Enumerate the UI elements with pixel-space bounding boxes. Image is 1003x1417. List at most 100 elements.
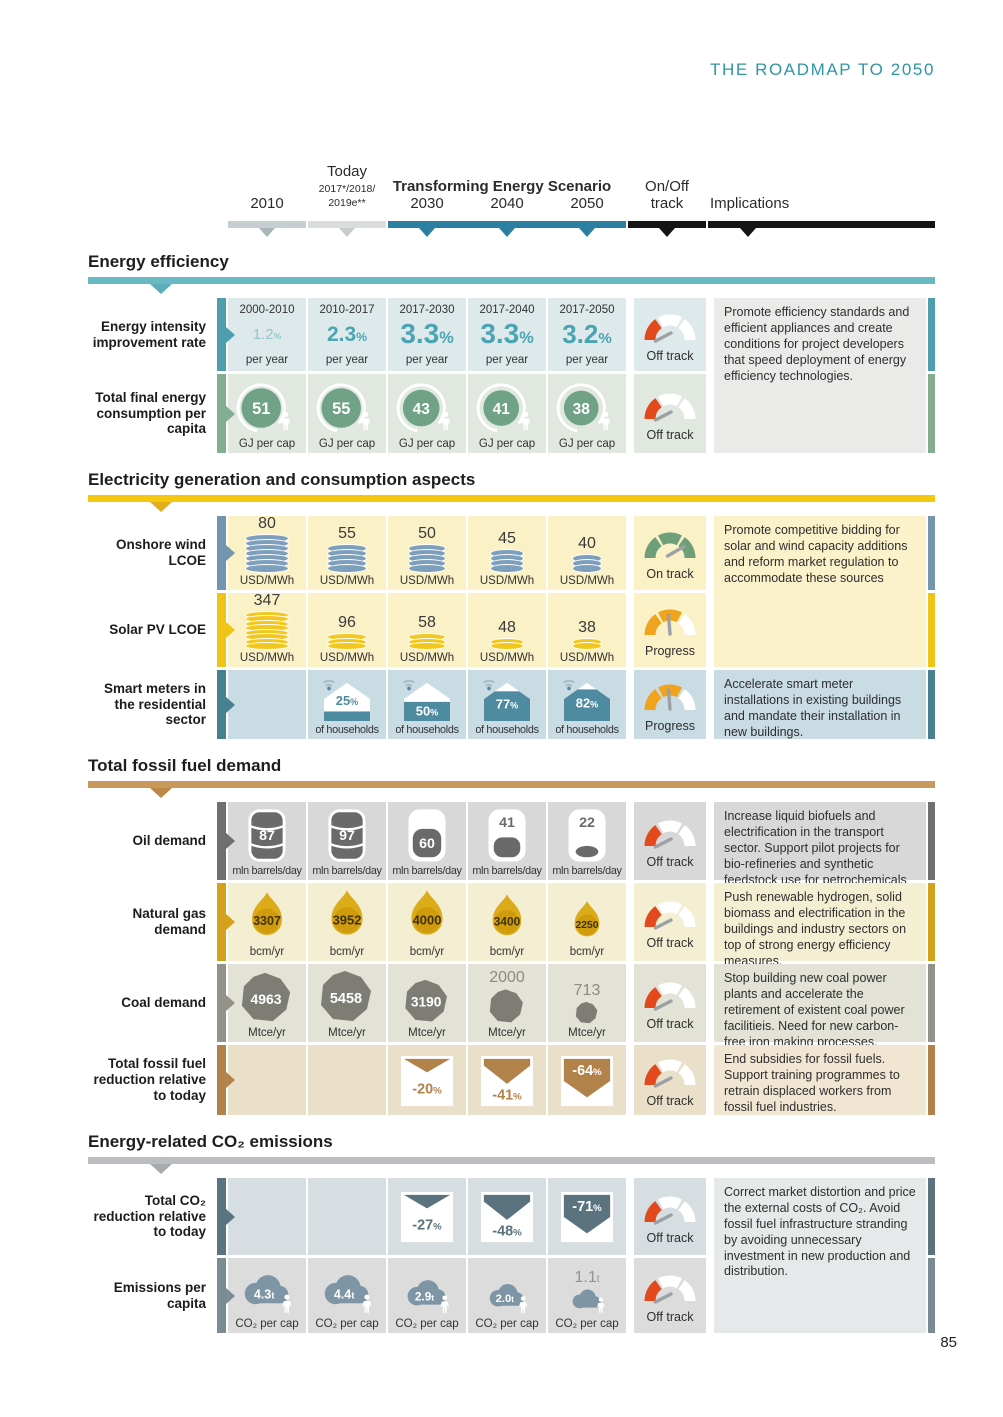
gauge-co2-reduction: Off track bbox=[634, 1178, 706, 1255]
flame-icon: 3400 bbox=[492, 894, 522, 936]
implication-accent bbox=[928, 670, 935, 739]
implication-accent bbox=[928, 298, 935, 371]
energy-per-capita-icon: 41 bbox=[476, 383, 531, 433]
svg-text:5458: 5458 bbox=[330, 991, 362, 1007]
col-2030-label: 2030 bbox=[410, 195, 444, 212]
svg-text:51: 51 bbox=[252, 400, 270, 418]
smart-home-icon: 25% bbox=[323, 679, 370, 722]
section-bar-electricity bbox=[88, 495, 935, 512]
svg-text:87: 87 bbox=[259, 828, 275, 844]
gauge-off-track-icon bbox=[644, 982, 696, 1011]
col-implications-label: Implications bbox=[710, 195, 790, 212]
energy-per-capita-icon: 55 bbox=[316, 383, 371, 433]
row-label-co2-reduction: Total CO₂ reduction relative to today bbox=[93, 1192, 206, 1240]
implication-accent bbox=[928, 374, 935, 453]
table-cell: 43 GJ per cap bbox=[388, 374, 466, 453]
gauge-energy-intensity: Off track bbox=[634, 298, 706, 371]
table-cell: 1.1t CO₂ per cap bbox=[548, 1258, 626, 1333]
section-title-co2-emissions: Energy-related CO₂ emissions bbox=[88, 1132, 333, 1151]
timeline-bar-onoff bbox=[628, 221, 706, 237]
reduction-arrow-icon: -64% bbox=[560, 1055, 614, 1106]
col-today-label: Today bbox=[326, 163, 368, 180]
reduction-arrow-icon: -27% bbox=[400, 1191, 454, 1243]
flame-icon: 3952 bbox=[331, 890, 363, 935]
row-label-gas-demand: Natural gas demand bbox=[132, 906, 206, 937]
table-cell: 3400 bcm/yr bbox=[468, 883, 546, 961]
implication-accent bbox=[928, 516, 935, 590]
table-cell: -20% bbox=[388, 1045, 466, 1115]
implication-accent bbox=[928, 802, 935, 880]
row-label-smart-meters: Smart meters in the residential sector bbox=[103, 680, 206, 728]
table-cell: -71% bbox=[548, 1178, 626, 1255]
table-cell: 713 Mtce/yr bbox=[548, 964, 626, 1042]
table-cell: -48% bbox=[468, 1178, 546, 1255]
row-accent-oil-demand bbox=[217, 802, 226, 880]
svg-text:4963: 4963 bbox=[250, 991, 281, 1007]
gauge-off-track-icon bbox=[644, 313, 696, 343]
table-cell: 60 mln barrels/day bbox=[388, 802, 466, 880]
page-number: 85 bbox=[940, 1334, 957, 1351]
svg-text:3307: 3307 bbox=[253, 914, 281, 928]
table-cell: 40 USD/MWh bbox=[548, 516, 626, 590]
table-cell: 48 USD/MWh bbox=[468, 593, 546, 667]
table-cell: 51 GJ per cap bbox=[228, 374, 306, 453]
coal-lump-icon: 4963 bbox=[241, 972, 291, 1022]
oil-barrel-icon: 60 bbox=[408, 809, 446, 862]
coin-stack-icon bbox=[572, 554, 602, 573]
implication-accent bbox=[928, 1178, 935, 1255]
svg-text:-27%: -27% bbox=[412, 1218, 442, 1234]
svg-text:41: 41 bbox=[499, 815, 515, 831]
section-title-fossil-fuel: Total fossil fuel demand bbox=[88, 756, 282, 775]
gauge-on-track-icon bbox=[644, 532, 696, 559]
implication-energy-efficiency: Promote efficiency standards and efficie… bbox=[714, 298, 926, 453]
col-today-years-1: 2017*/2018/ bbox=[318, 183, 376, 195]
table-cell: 2000 Mtce/yr bbox=[468, 964, 546, 1042]
co2-cloud-icon: 2.0t bbox=[489, 1284, 528, 1314]
reduction-arrow-icon: -41% bbox=[480, 1055, 534, 1106]
timeline-bar-2010 bbox=[228, 221, 306, 237]
row-accent-onshore-wind bbox=[217, 516, 226, 590]
table-cell: 2.0t CO₂ per cap bbox=[468, 1258, 546, 1333]
gauge-onshore-wind: On track bbox=[634, 516, 706, 590]
svg-text:97: 97 bbox=[339, 828, 355, 844]
oil-barrel-icon: 87 bbox=[248, 809, 286, 862]
table-cell: 77% of households bbox=[468, 670, 546, 739]
gauge-off-track-icon bbox=[644, 1195, 696, 1225]
table-cell-empty bbox=[308, 1045, 386, 1115]
svg-text:-64%: -64% bbox=[572, 1063, 602, 1079]
flame-icon: 4000 bbox=[411, 890, 443, 935]
table-cell: 87 mln barrels/day bbox=[228, 802, 306, 880]
co2-cloud-icon bbox=[572, 1289, 605, 1313]
reduction-arrow-icon: -20% bbox=[400, 1055, 454, 1106]
svg-text:60: 60 bbox=[419, 836, 435, 852]
gauge-solar-pv: Progress bbox=[634, 593, 706, 667]
timeline-bar-today bbox=[308, 221, 386, 237]
co2-cloud-icon: 4.4t bbox=[324, 1275, 372, 1313]
table-cell: 4000 bcm/yr bbox=[388, 883, 466, 961]
table-cell: 38 GJ per cap bbox=[548, 374, 626, 453]
table-cell: 2000-2010 1.2% per year bbox=[228, 298, 306, 371]
table-cell: 3952 bcm/yr bbox=[308, 883, 386, 961]
table-cell: 41 mln barrels/day bbox=[468, 802, 546, 880]
coin-stack-icon bbox=[327, 544, 367, 573]
svg-text:41: 41 bbox=[493, 401, 511, 418]
svg-text:55: 55 bbox=[332, 400, 350, 418]
section-grid-energy-efficiency: Energy intensity improvement rate 2000-2… bbox=[88, 298, 935, 453]
coin-stack-icon bbox=[327, 633, 367, 650]
row-label-energy-intensity: Energy intensity improvement rate bbox=[92, 318, 206, 350]
row-accent-final-energy bbox=[217, 374, 226, 453]
svg-text:82%: 82% bbox=[576, 696, 598, 711]
row-accent-coal-demand bbox=[217, 964, 226, 1042]
energy-per-capita-icon: 51 bbox=[236, 383, 291, 433]
table-cell-empty bbox=[228, 1178, 306, 1255]
table-cell: 2017-2040 3.3% per year bbox=[468, 298, 546, 371]
svg-text:2250: 2250 bbox=[576, 920, 599, 931]
column-header: 2010 Today 2017*/2018/ 2019e** Transform… bbox=[88, 148, 935, 237]
table-cell: 2.9t CO₂ per cap bbox=[388, 1258, 466, 1333]
roadmap-table: 2010 Today 2017*/2018/ 2019e** Transform… bbox=[88, 148, 935, 1333]
col-2040-label: 2040 bbox=[490, 195, 524, 212]
timeline-bar-tes bbox=[388, 221, 626, 237]
table-cell-empty bbox=[308, 1178, 386, 1255]
implication-accent bbox=[928, 593, 935, 667]
